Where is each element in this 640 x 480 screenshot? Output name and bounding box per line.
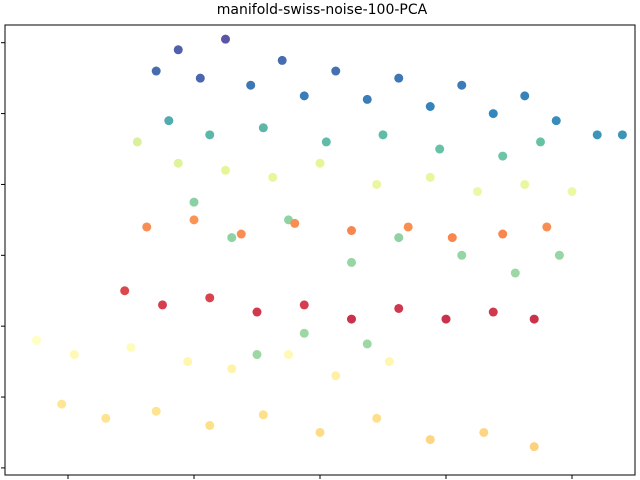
data-point <box>69 350 79 360</box>
data-point <box>498 151 508 161</box>
data-point <box>488 109 498 119</box>
data-point <box>227 364 237 374</box>
x-ticks <box>67 475 573 479</box>
data-point <box>425 102 435 111</box>
data-point <box>252 350 262 360</box>
data-point <box>378 130 388 140</box>
data-point <box>164 116 174 126</box>
chart-title: manifold-swiss-noise-100-PCA <box>217 2 428 18</box>
y-ticks <box>1 42 5 469</box>
data-point <box>299 91 309 101</box>
data-point <box>473 187 482 197</box>
data-point <box>315 427 325 437</box>
data-point <box>173 45 183 55</box>
data-point <box>529 442 539 452</box>
data-point <box>246 80 256 90</box>
data-point <box>347 226 356 236</box>
data-point <box>551 116 561 126</box>
data-point <box>529 314 539 324</box>
data-point <box>347 257 356 267</box>
data-point <box>315 158 325 168</box>
data-point <box>195 73 205 83</box>
data-point <box>394 73 404 83</box>
data-point <box>403 222 413 232</box>
data-point <box>394 303 404 313</box>
data-point <box>120 286 130 296</box>
data-point <box>189 197 199 207</box>
data-point <box>479 427 489 437</box>
data-point <box>277 55 287 65</box>
data-point <box>554 250 564 260</box>
data-point <box>205 293 215 303</box>
data-point <box>158 300 167 310</box>
points-layer <box>32 34 627 452</box>
data-point <box>221 165 230 175</box>
data-point <box>227 233 237 243</box>
data-point <box>520 91 530 101</box>
data-point <box>567 187 577 197</box>
data-point <box>457 80 467 90</box>
data-point <box>488 307 498 317</box>
data-point <box>151 66 161 76</box>
data-point <box>321 137 331 147</box>
data-point <box>510 268 520 278</box>
data-point <box>126 342 136 352</box>
data-point <box>520 179 530 189</box>
data-point <box>221 34 230 44</box>
data-point <box>362 94 372 104</box>
data-point <box>173 158 183 168</box>
data-point <box>372 179 382 189</box>
data-point <box>299 300 309 310</box>
data-point <box>268 172 278 182</box>
data-point <box>132 137 142 147</box>
data-point <box>258 410 268 420</box>
data-point <box>347 314 356 324</box>
data-point <box>183 357 193 367</box>
data-point <box>441 314 451 324</box>
data-point <box>435 144 445 154</box>
data-point <box>189 215 199 225</box>
data-point <box>142 222 152 232</box>
data-point <box>394 233 404 243</box>
data-point <box>331 371 341 381</box>
data-point <box>498 229 508 239</box>
data-point <box>299 328 309 338</box>
data-point <box>32 335 41 345</box>
data-point <box>151 406 161 416</box>
data-point <box>542 222 552 232</box>
data-point <box>384 357 394 367</box>
data-point <box>447 233 457 243</box>
data-point <box>362 339 372 349</box>
data-point <box>457 250 467 260</box>
data-point <box>57 399 67 409</box>
data-point <box>252 307 262 317</box>
data-point <box>536 137 545 147</box>
data-point <box>372 413 382 423</box>
plot-frame <box>4 24 636 476</box>
data-point <box>617 130 627 140</box>
data-point <box>425 172 435 182</box>
data-point <box>425 435 435 445</box>
data-point <box>290 218 300 228</box>
data-point <box>236 229 246 239</box>
data-point <box>592 130 602 140</box>
data-point <box>101 413 111 423</box>
data-point <box>205 420 215 430</box>
data-point <box>258 123 268 133</box>
data-point <box>205 130 215 140</box>
data-point <box>284 350 293 360</box>
data-point <box>331 66 341 76</box>
